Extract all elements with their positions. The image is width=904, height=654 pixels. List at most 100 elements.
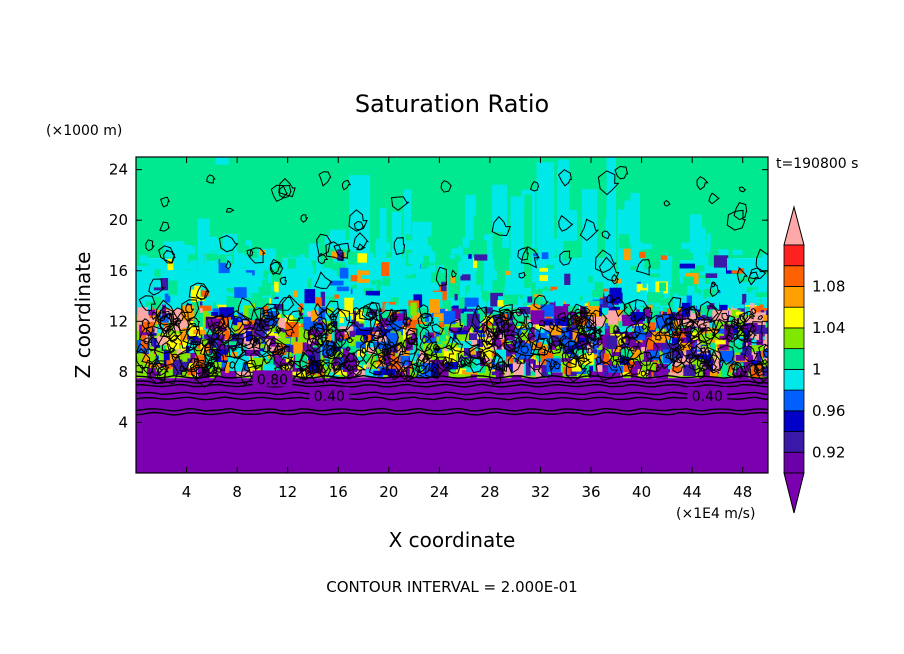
field-cell [297, 236, 308, 253]
contour-blob [278, 362, 291, 375]
contour-blob [751, 307, 757, 315]
field-cell [578, 350, 585, 363]
contour-blob [299, 352, 319, 379]
field-cell [485, 270, 497, 281]
field-cell [334, 294, 340, 299]
field-cell [660, 255, 668, 260]
field-cell [460, 274, 471, 281]
field-cell [348, 251, 360, 265]
field-cell [307, 278, 312, 289]
field-cell [212, 289, 227, 305]
contour-blob [518, 271, 527, 279]
field-cell [477, 339, 484, 348]
field-cell [651, 346, 656, 354]
field-cell [257, 255, 271, 271]
field-cell [720, 361, 729, 377]
field-cell [737, 301, 745, 317]
plume-streak [671, 225, 680, 300]
plume-streak [606, 157, 617, 309]
field-cell [621, 278, 637, 293]
field-cell [657, 364, 669, 380]
field-cell [417, 308, 428, 315]
contour-blob [338, 352, 345, 361]
contour-blob [595, 360, 619, 381]
field-cell [344, 297, 354, 314]
field-cell [222, 341, 238, 345]
field-cell [260, 335, 275, 340]
field-cell [468, 354, 476, 363]
field-cell [526, 349, 540, 356]
contour-blob [726, 209, 746, 231]
contour-blob [155, 299, 176, 326]
colorbar-segment [783, 327, 805, 350]
plume-streak [706, 233, 711, 305]
field-cell [201, 290, 209, 297]
contour-blob [181, 299, 200, 323]
contour-blob [456, 354, 471, 368]
field-cell [406, 319, 421, 329]
contour-blob [171, 353, 181, 362]
contour-blob [167, 328, 179, 343]
field-cell [319, 245, 329, 252]
field-cell [177, 357, 189, 370]
contour-blob [250, 321, 271, 345]
field-cell [437, 366, 449, 381]
field-cell [198, 301, 212, 311]
field-cell [282, 352, 289, 362]
field-cell [630, 366, 638, 379]
field-cell [139, 240, 145, 252]
contour-blob [706, 304, 720, 322]
field-cell [449, 322, 464, 328]
contour-blob [136, 364, 144, 374]
contour-blob [359, 341, 378, 365]
contour-blob [675, 327, 684, 337]
field-cell [739, 276, 755, 283]
field-cell [140, 297, 147, 309]
contour-blob [595, 356, 603, 365]
field-cell [155, 355, 159, 367]
field-cell [715, 340, 726, 345]
field-cell [210, 277, 215, 290]
contour-blob [549, 324, 567, 348]
field-cell [405, 339, 419, 351]
contour-blob [313, 316, 328, 336]
contour-blob [460, 359, 467, 368]
contour-blob [611, 273, 619, 285]
field-cell [641, 361, 656, 371]
field-cell [172, 359, 183, 375]
contour-blob [160, 196, 170, 208]
contour-blob [579, 218, 600, 242]
field-cell [184, 297, 192, 302]
contour-labels: 0.80 0.40 0.40 [252, 370, 728, 405]
contour-interval-note: CONTOUR INTERVAL = 2.000E-01 [326, 578, 577, 596]
contour-blob [365, 301, 382, 324]
contour-blob [344, 352, 355, 363]
contour-blob [481, 340, 494, 350]
contour-blob [230, 315, 244, 332]
contour-blob [527, 321, 534, 329]
colorbar-segment [783, 431, 805, 453]
plume-streak [473, 215, 479, 260]
field-cell [539, 320, 553, 326]
field-cell [349, 346, 357, 354]
contour-blob [389, 314, 397, 323]
field-cell [647, 337, 654, 350]
contour-blob [574, 331, 589, 350]
field-cell [267, 298, 272, 305]
contour-blob [696, 176, 709, 191]
field-cell [255, 297, 270, 308]
field-cell [335, 298, 346, 313]
field-cell [329, 280, 344, 286]
field-cell [368, 309, 378, 320]
field-cell [668, 357, 678, 370]
field-cell [249, 295, 263, 304]
field-cell [649, 273, 660, 278]
field-cell [252, 357, 264, 369]
field-cell [510, 301, 518, 314]
field-cell [477, 291, 494, 299]
contour-blob [320, 308, 336, 328]
field-cell [667, 249, 682, 256]
field-cell [339, 315, 352, 332]
field-cell [670, 287, 674, 303]
field-cell [527, 296, 533, 303]
